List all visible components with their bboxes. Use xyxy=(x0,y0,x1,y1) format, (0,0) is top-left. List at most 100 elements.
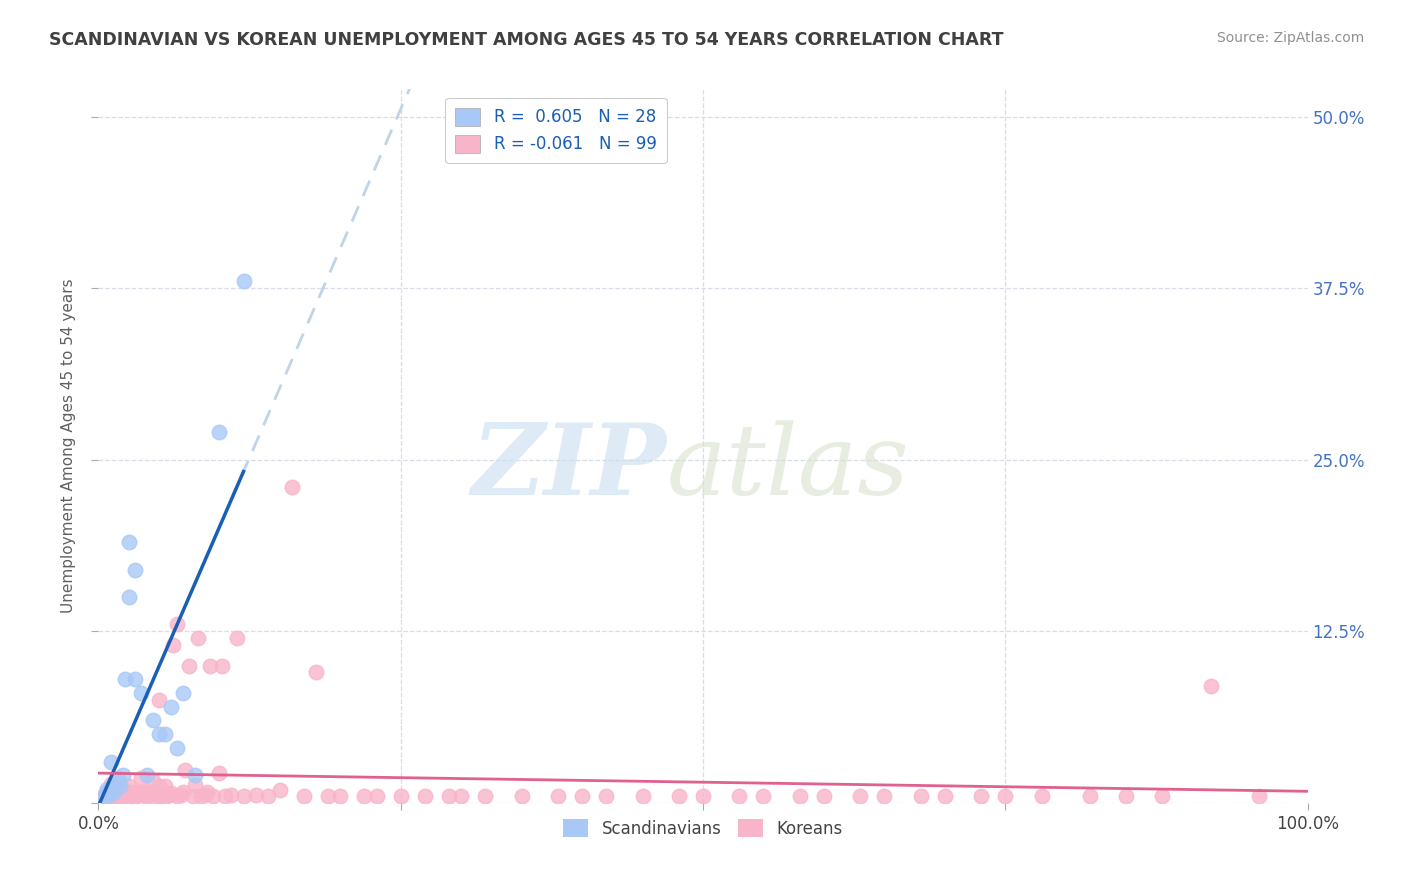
Point xyxy=(226,631,249,645)
Point xyxy=(571,789,593,803)
Point xyxy=(292,789,315,803)
Point xyxy=(934,789,956,803)
Point xyxy=(96,782,118,797)
Point xyxy=(269,783,291,797)
Point xyxy=(114,673,136,687)
Point xyxy=(179,658,201,673)
Point xyxy=(595,789,617,803)
Point xyxy=(157,788,180,802)
Point xyxy=(211,658,233,673)
Point xyxy=(1115,789,1137,803)
Point xyxy=(692,789,714,803)
Point xyxy=(181,789,204,803)
Point xyxy=(124,562,146,576)
Point xyxy=(221,788,243,802)
Point xyxy=(93,789,115,803)
Point xyxy=(547,789,569,803)
Point xyxy=(474,789,496,803)
Point xyxy=(153,727,176,741)
Point xyxy=(100,788,122,802)
Point xyxy=(118,785,141,799)
Point xyxy=(910,789,932,803)
Point xyxy=(162,638,184,652)
Point xyxy=(353,789,375,803)
Point xyxy=(437,789,460,803)
Point xyxy=(124,673,146,687)
Point xyxy=(413,789,436,803)
Point xyxy=(111,768,134,782)
Point xyxy=(108,780,131,794)
Point xyxy=(101,789,124,803)
Point xyxy=(100,755,122,769)
Point xyxy=(994,789,1017,803)
Point xyxy=(129,686,152,700)
Point xyxy=(138,788,160,802)
Point xyxy=(728,789,751,803)
Point xyxy=(100,776,122,790)
Point xyxy=(813,789,835,803)
Point xyxy=(849,789,872,803)
Point xyxy=(194,788,217,802)
Point xyxy=(214,789,236,803)
Point xyxy=(103,786,125,800)
Point xyxy=(121,788,143,802)
Point xyxy=(114,788,136,802)
Point xyxy=(160,699,183,714)
Point xyxy=(245,788,267,802)
Point xyxy=(169,788,191,802)
Point xyxy=(1031,789,1053,803)
Point xyxy=(184,768,207,782)
Text: Source: ZipAtlas.com: Source: ZipAtlas.com xyxy=(1216,31,1364,45)
Point xyxy=(166,617,188,632)
Point xyxy=(873,789,896,803)
Point xyxy=(127,788,149,802)
Point xyxy=(631,789,654,803)
Point xyxy=(148,693,170,707)
Point xyxy=(153,790,176,805)
Point xyxy=(172,686,194,700)
Point xyxy=(208,765,231,780)
Point xyxy=(111,783,134,797)
Point xyxy=(184,778,207,792)
Point xyxy=(142,714,165,728)
Point xyxy=(281,480,304,494)
Point xyxy=(93,789,115,803)
Point xyxy=(256,789,278,803)
Point xyxy=(329,789,352,803)
Point xyxy=(450,789,472,803)
Point xyxy=(118,780,141,794)
Point xyxy=(105,783,128,797)
Point xyxy=(202,789,225,803)
Point xyxy=(107,771,129,785)
Point xyxy=(174,763,197,777)
Point xyxy=(752,789,775,803)
Point xyxy=(135,785,157,799)
Point xyxy=(129,771,152,785)
Point xyxy=(187,631,209,645)
Point xyxy=(94,785,117,799)
Point xyxy=(129,785,152,799)
Point xyxy=(232,789,254,803)
Point xyxy=(145,789,167,803)
Point xyxy=(1249,789,1271,803)
Point xyxy=(1199,679,1222,693)
Point xyxy=(98,788,121,802)
Point xyxy=(160,786,183,800)
Legend: Scandinavians, Koreans: Scandinavians, Koreans xyxy=(557,813,849,845)
Point xyxy=(105,789,128,803)
Point xyxy=(153,780,176,794)
Point xyxy=(107,788,129,802)
Point xyxy=(118,790,141,805)
Point xyxy=(305,665,328,680)
Point xyxy=(134,788,156,802)
Point xyxy=(96,789,118,803)
Y-axis label: Unemployment Among Ages 45 to 54 years: Unemployment Among Ages 45 to 54 years xyxy=(60,278,76,614)
Point xyxy=(142,773,165,788)
Point xyxy=(148,780,170,794)
Point xyxy=(208,425,231,440)
Point xyxy=(104,780,127,794)
Point xyxy=(1152,789,1174,803)
Point xyxy=(1078,789,1101,803)
Point xyxy=(316,789,339,803)
Point xyxy=(970,789,993,803)
